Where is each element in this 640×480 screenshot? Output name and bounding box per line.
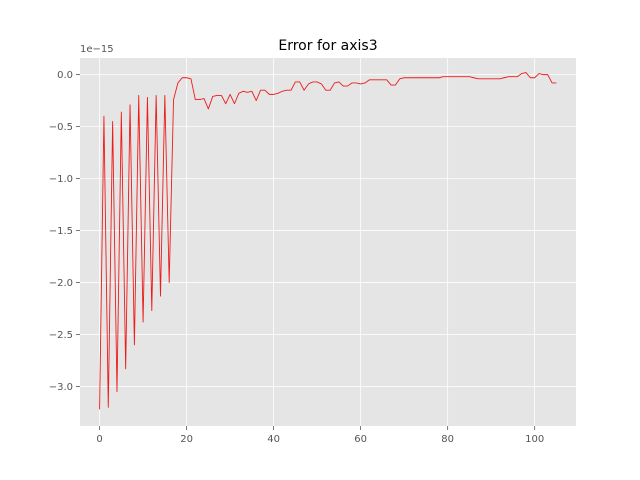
y-tick-label: −2.5 — [49, 330, 73, 341]
y-tick-label: −3.0 — [49, 382, 73, 393]
y-axis-ticks: 0.0 −0.5 −1.0 −1.5 −2.0 −2.5 −3.0 — [49, 70, 80, 393]
y-tick-label: −2.0 — [49, 278, 73, 289]
y-offset-label: 1e−15 — [80, 44, 114, 55]
y-tick-label: −1.0 — [49, 174, 73, 185]
x-tick-label: 80 — [441, 434, 454, 445]
y-tick-label: −1.5 — [49, 226, 73, 237]
plot-area — [80, 58, 576, 426]
x-tick-label: 40 — [267, 434, 280, 445]
x-tick-label: 60 — [354, 434, 367, 445]
series-line — [99, 72, 557, 410]
x-tick-label: 0 — [96, 434, 102, 445]
series-layer — [99, 72, 557, 410]
y-tick-label: 0.0 — [57, 70, 73, 81]
y-tick-label: −0.5 — [49, 122, 73, 133]
chart-title: Error for axis3 — [278, 38, 377, 54]
x-tick-label: 20 — [180, 434, 193, 445]
x-tick-label: 100 — [525, 434, 544, 445]
x-axis-ticks: 0 20 40 60 80 100 — [96, 426, 544, 445]
